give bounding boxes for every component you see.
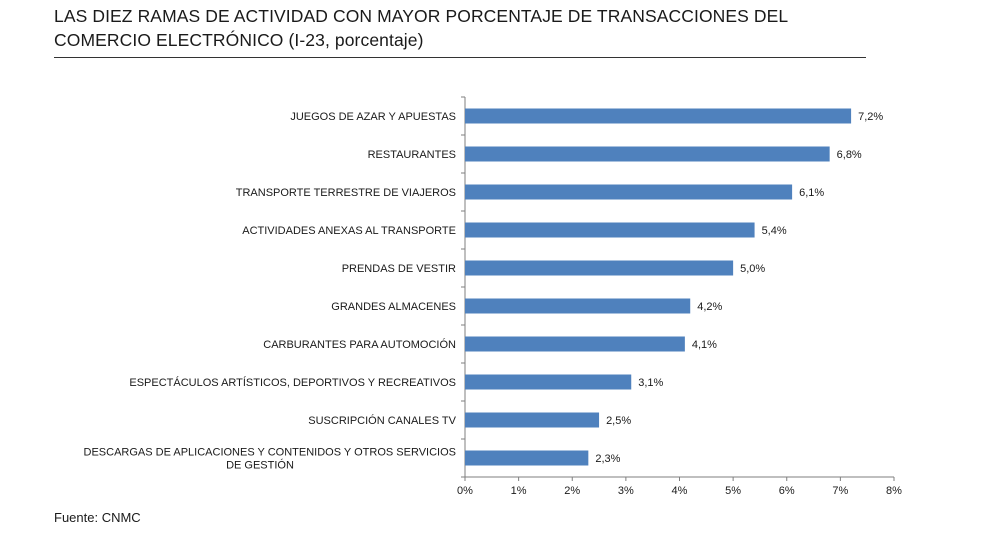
x-tick-label: 8% [886, 485, 902, 497]
bar [465, 374, 632, 390]
category-label: CARBURANTES PARA AUTOMOCIÓN [263, 338, 456, 351]
bar-value-label: 4,1% [692, 339, 717, 351]
bar-value-label: 6,1% [799, 187, 824, 199]
category-label: ESPECTÁCULOS ARTÍSTICOS, DEPORTIVOS Y RE… [129, 376, 456, 389]
chart-title: LAS DIEZ RAMAS DE ACTIVIDAD CON MAYOR PO… [54, 6, 788, 50]
category-label: DE GESTIÓN [226, 459, 294, 472]
title-divider [54, 57, 866, 58]
bar [465, 260, 734, 276]
x-tick-label: 0% [457, 485, 473, 497]
x-tick-label: 1% [511, 485, 527, 497]
x-tick-label: 3% [618, 485, 634, 497]
bar-value-label: 3,1% [638, 377, 663, 389]
bar-value-label: 5,4% [762, 225, 787, 237]
category-label: DESCARGAS DE APLICACIONES Y CONTENIDOS Y… [84, 447, 456, 459]
x-tick-label: 7% [832, 485, 848, 497]
category-label: SUSCRIPCIÓN CANALES TV [308, 414, 456, 427]
bar-value-label: 7,2% [858, 111, 883, 123]
bar [465, 184, 793, 200]
category-label: TRANSPORTE TERRESTRE DE VIAJEROS [236, 187, 456, 199]
category-label: JUEGOS DE AZAR Y APUESTAS [290, 111, 456, 123]
bar [465, 146, 830, 162]
category-label: RESTAURANTES [368, 149, 456, 161]
category-label: GRANDES ALMACENES [331, 301, 456, 313]
x-tick-label: 6% [779, 485, 795, 497]
bar-value-label: 5,0% [740, 263, 765, 275]
bar-value-label: 4,2% [697, 301, 722, 313]
bar-value-label: 6,8% [837, 149, 862, 161]
bar [465, 222, 755, 238]
bar [465, 108, 852, 124]
bar-value-label: 2,3% [595, 453, 620, 465]
source-note: Fuente: CNMC [54, 510, 141, 525]
bar [465, 450, 589, 466]
x-tick-label: 4% [672, 485, 688, 497]
bar [465, 336, 685, 352]
bar-value-label: 2,5% [606, 415, 631, 427]
bar [465, 412, 600, 428]
x-tick-label: 2% [564, 485, 580, 497]
bar [465, 298, 691, 314]
x-tick-label: 5% [725, 485, 741, 497]
category-label: PRENDAS DE VESTIR [342, 263, 456, 275]
category-label: ACTIVIDADES ANEXAS AL TRANSPORTE [242, 225, 456, 237]
